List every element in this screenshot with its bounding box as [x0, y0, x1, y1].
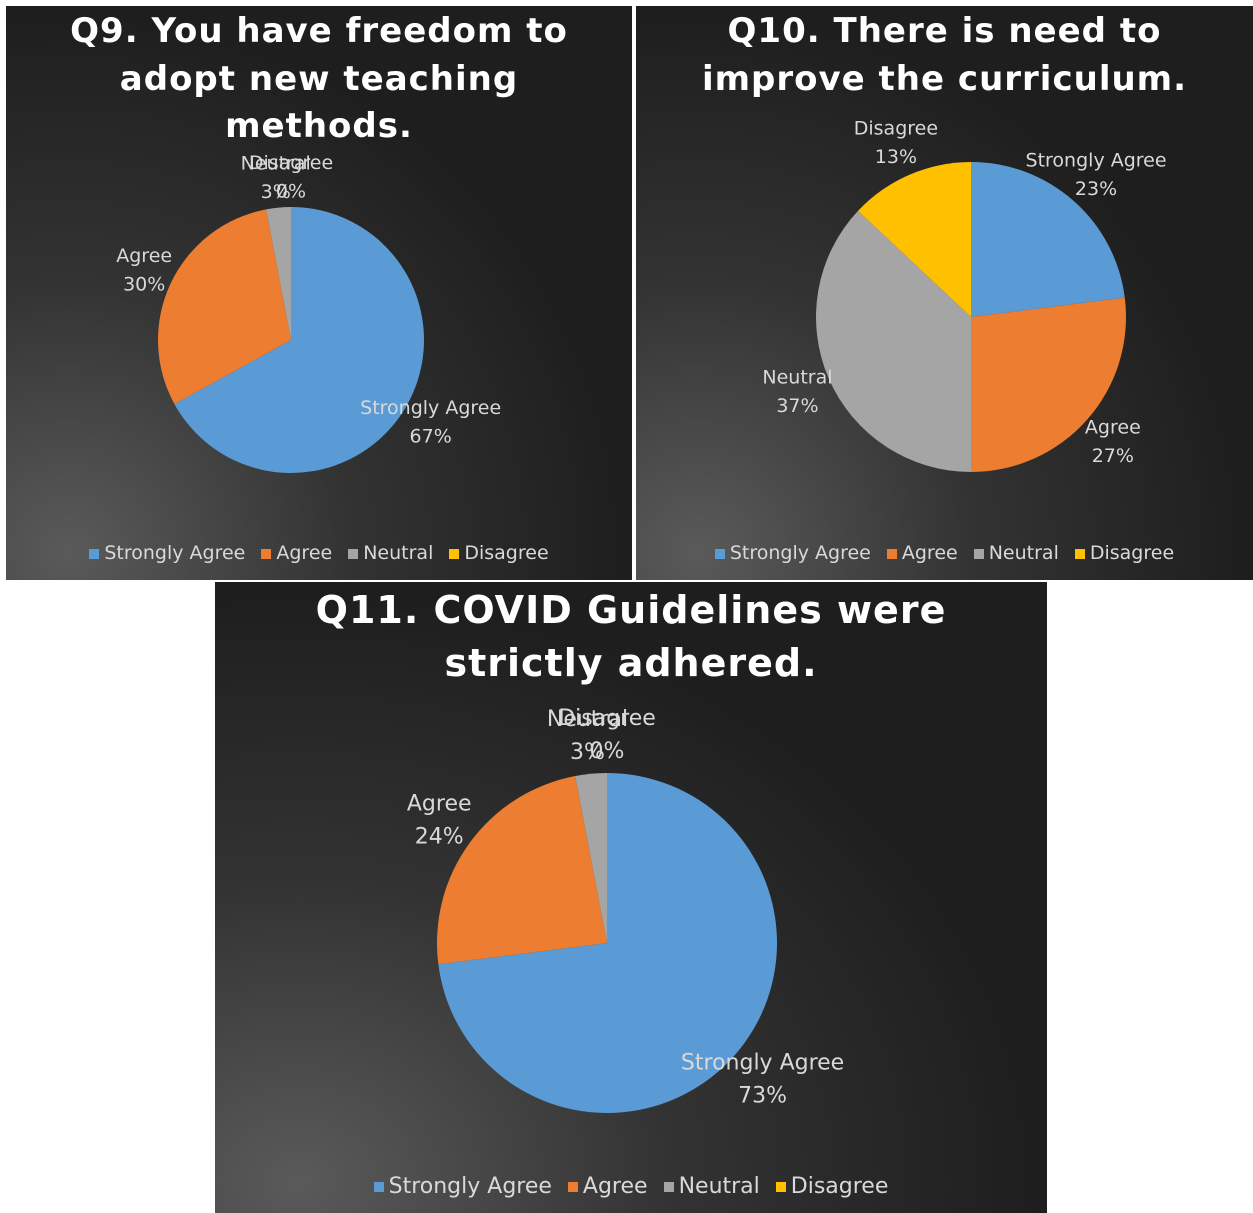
chart-panel: Q9. You have freedom to adopt new teachi… [6, 6, 632, 580]
pie-slice [971, 162, 1125, 317]
data-label-value: 27% [1092, 445, 1134, 467]
data-label-value: 0% [590, 739, 625, 764]
data-label-value: 0% [276, 180, 306, 202]
legend-swatch [663, 1182, 674, 1192]
data-label-name: Disagree [854, 118, 938, 140]
pie-slice [158, 209, 291, 405]
legend-label: Neutral [988, 542, 1059, 564]
legend-swatch [89, 548, 100, 559]
legend-swatch [373, 1182, 384, 1192]
pie-slice [437, 776, 607, 965]
legend-label: Agree [276, 542, 333, 564]
legend-item: Agree [261, 542, 332, 564]
data-label-name: Strongly Agree [360, 397, 501, 419]
pie-slice [174, 207, 424, 473]
chart-title: Q9. You have freedom to adopt new teachi… [70, 11, 568, 147]
legend-swatch [775, 1182, 786, 1192]
legend-item: Neutral [663, 1174, 760, 1199]
data-label-value: 24% [415, 825, 464, 850]
chart-panel: Q10. There is need to improve the curric… [636, 6, 1253, 580]
data-label-value: 30% [123, 274, 165, 296]
chart-title: Q10. There is need to improve the curric… [701, 11, 1188, 99]
legend-item: Neutral [348, 542, 433, 564]
pie-slice [438, 773, 777, 1113]
legend-label: Disagree [464, 542, 549, 564]
data-label-name: Neutral [547, 707, 628, 732]
legend: Strongly Agree Agree Neutral Disagree [6, 542, 632, 564]
data-label-name: Neutral [241, 153, 311, 175]
legend-item: Disagree [775, 1174, 889, 1199]
legend-label: Neutral [363, 542, 434, 564]
data-label-value: 67% [410, 425, 452, 447]
data-label-value: 73% [738, 1084, 787, 1109]
legend-item: Agree [567, 1174, 648, 1199]
legend: Strongly Agree Agree Neutral Disagree [636, 542, 1253, 564]
pie-slice [858, 162, 971, 317]
data-label-value: 3% [570, 740, 605, 765]
legend-swatch [886, 548, 897, 559]
legend-swatch [714, 548, 725, 559]
pie-slice [971, 297, 1126, 472]
legend-swatch [348, 548, 359, 559]
pie-chart: Strongly Agree 73% Agree 24% Neutral 3% Disagr… [407, 706, 844, 1113]
data-label-name: Strongly Agree [681, 1051, 844, 1076]
data-label-name: Disagree [249, 152, 333, 174]
legend-item: Strongly Agree [373, 1174, 552, 1199]
pie-slice [816, 210, 971, 472]
pie-slice [575, 773, 607, 943]
legend-item: Disagree [1074, 542, 1175, 564]
chart-title: Q11. COVID Guidelines were strictly adhe… [315, 588, 947, 686]
legend-label: Agree [901, 542, 958, 564]
legend-swatch [973, 548, 984, 559]
legend-label: Disagree [1089, 542, 1175, 564]
pie-chart: Strongly Agree 23% Agree 27% Neutral 37% Disag… [762, 118, 1167, 472]
legend-label: Agree [582, 1174, 648, 1199]
data-label-name: Disagree [558, 706, 656, 731]
pie-slice [266, 207, 291, 340]
legend-item: Strongly Agree [89, 542, 245, 564]
legend-swatch [567, 1182, 578, 1192]
legend-item: Disagree [449, 542, 549, 564]
data-label-name: Agree [116, 245, 172, 267]
data-label-value: 13% [875, 146, 917, 168]
chart-panel: Q11. COVID Guidelines were strictly adhe… [215, 582, 1047, 1213]
data-label-name: Strongly Agree [1026, 149, 1167, 171]
legend-item: Agree [886, 542, 958, 564]
data-label-name: Neutral [762, 366, 832, 388]
legend-label: Strongly Agree [729, 542, 871, 564]
legend-swatch [449, 548, 460, 559]
data-label-name: Agree [1085, 416, 1141, 438]
legend-item: Strongly Agree [714, 542, 871, 564]
data-label-value: 37% [776, 395, 818, 417]
data-label-value: 23% [1075, 178, 1117, 200]
legend-label: Strongly Agree [104, 542, 246, 564]
legend-item: Neutral [973, 542, 1059, 564]
legend-swatch [1074, 548, 1085, 559]
legend-label: Neutral [678, 1174, 760, 1199]
data-label-value: 3% [261, 181, 291, 203]
legend: Strongly Agree Agree Neutral Disagree [215, 1174, 1047, 1199]
pie-chart: Strongly Agree 67% Agree 30% Neutral 3% Disagr… [116, 152, 501, 473]
legend-label: Disagree [790, 1174, 889, 1199]
legend-swatch [261, 548, 272, 559]
data-label-name: Agree [407, 792, 472, 817]
legend-label: Strongly Agree [388, 1174, 552, 1199]
